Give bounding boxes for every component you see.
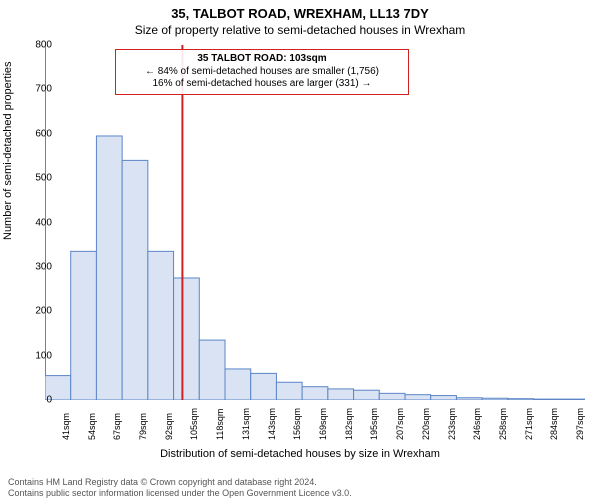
- y-tick-label: 100: [12, 350, 52, 361]
- x-tick-label: 67sqm: [112, 413, 122, 440]
- x-tick-label: 169sqm: [318, 408, 328, 440]
- y-tick-label: 200: [12, 306, 52, 317]
- x-tick-label: 182sqm: [344, 408, 354, 440]
- annotation-title: 35 TALBOT ROAD: 103sqm: [122, 53, 402, 66]
- x-tick-label: 246sqm: [472, 408, 482, 440]
- x-tick-label: 271sqm: [524, 408, 534, 440]
- x-tick-label: 131sqm: [241, 408, 251, 440]
- footer-line-2: Contains public sector information licen…: [8, 488, 352, 498]
- footer-attribution: Contains HM Land Registry data © Crown c…: [8, 477, 352, 498]
- annotation-box: 35 TALBOT ROAD: 103sqm ← 84% of semi-det…: [115, 49, 409, 95]
- x-tick-label: 105sqm: [189, 408, 199, 440]
- x-tick-label: 258sqm: [498, 408, 508, 440]
- x-tick-label: 297sqm: [575, 408, 585, 440]
- x-tick-label: 284sqm: [549, 408, 559, 440]
- x-tick-label: 54sqm: [87, 413, 97, 440]
- x-tick-label: 92sqm: [164, 413, 174, 440]
- page-super-title: 35, TALBOT ROAD, WREXHAM, LL13 7DY: [0, 0, 600, 21]
- x-tick-label: 79sqm: [138, 413, 148, 440]
- y-tick-label: 600: [12, 128, 52, 139]
- x-tick-label: 156sqm: [292, 408, 302, 440]
- x-axis-label: Distribution of semi-detached houses by …: [0, 448, 600, 460]
- y-tick-label: 400: [12, 217, 52, 228]
- footer-line-1: Contains HM Land Registry data © Crown c…: [8, 477, 352, 487]
- histogram-plot: [45, 45, 585, 400]
- y-tick-label: 0: [12, 395, 52, 406]
- x-tick-label: 207sqm: [395, 408, 405, 440]
- x-tick-label: 220sqm: [421, 408, 431, 440]
- x-tick-label: 143sqm: [267, 408, 277, 440]
- x-tick-label: 118sqm: [215, 409, 225, 440]
- x-tick-label: 41sqm: [61, 413, 71, 440]
- x-tick-label: 233sqm: [447, 408, 457, 440]
- y-tick-label: 500: [12, 173, 52, 184]
- y-tick-label: 700: [12, 84, 52, 95]
- chart-area: [45, 45, 585, 435]
- y-tick-label: 800: [12, 40, 52, 51]
- x-tick-label: 195sqm: [369, 408, 379, 440]
- annotation-smaller-line: ← 84% of semi-detached houses are smalle…: [122, 66, 402, 79]
- y-tick-label: 300: [12, 261, 52, 272]
- page-subtitle: Size of property relative to semi-detach…: [0, 21, 600, 37]
- annotation-larger-line: 16% of semi-detached houses are larger (…: [122, 78, 402, 91]
